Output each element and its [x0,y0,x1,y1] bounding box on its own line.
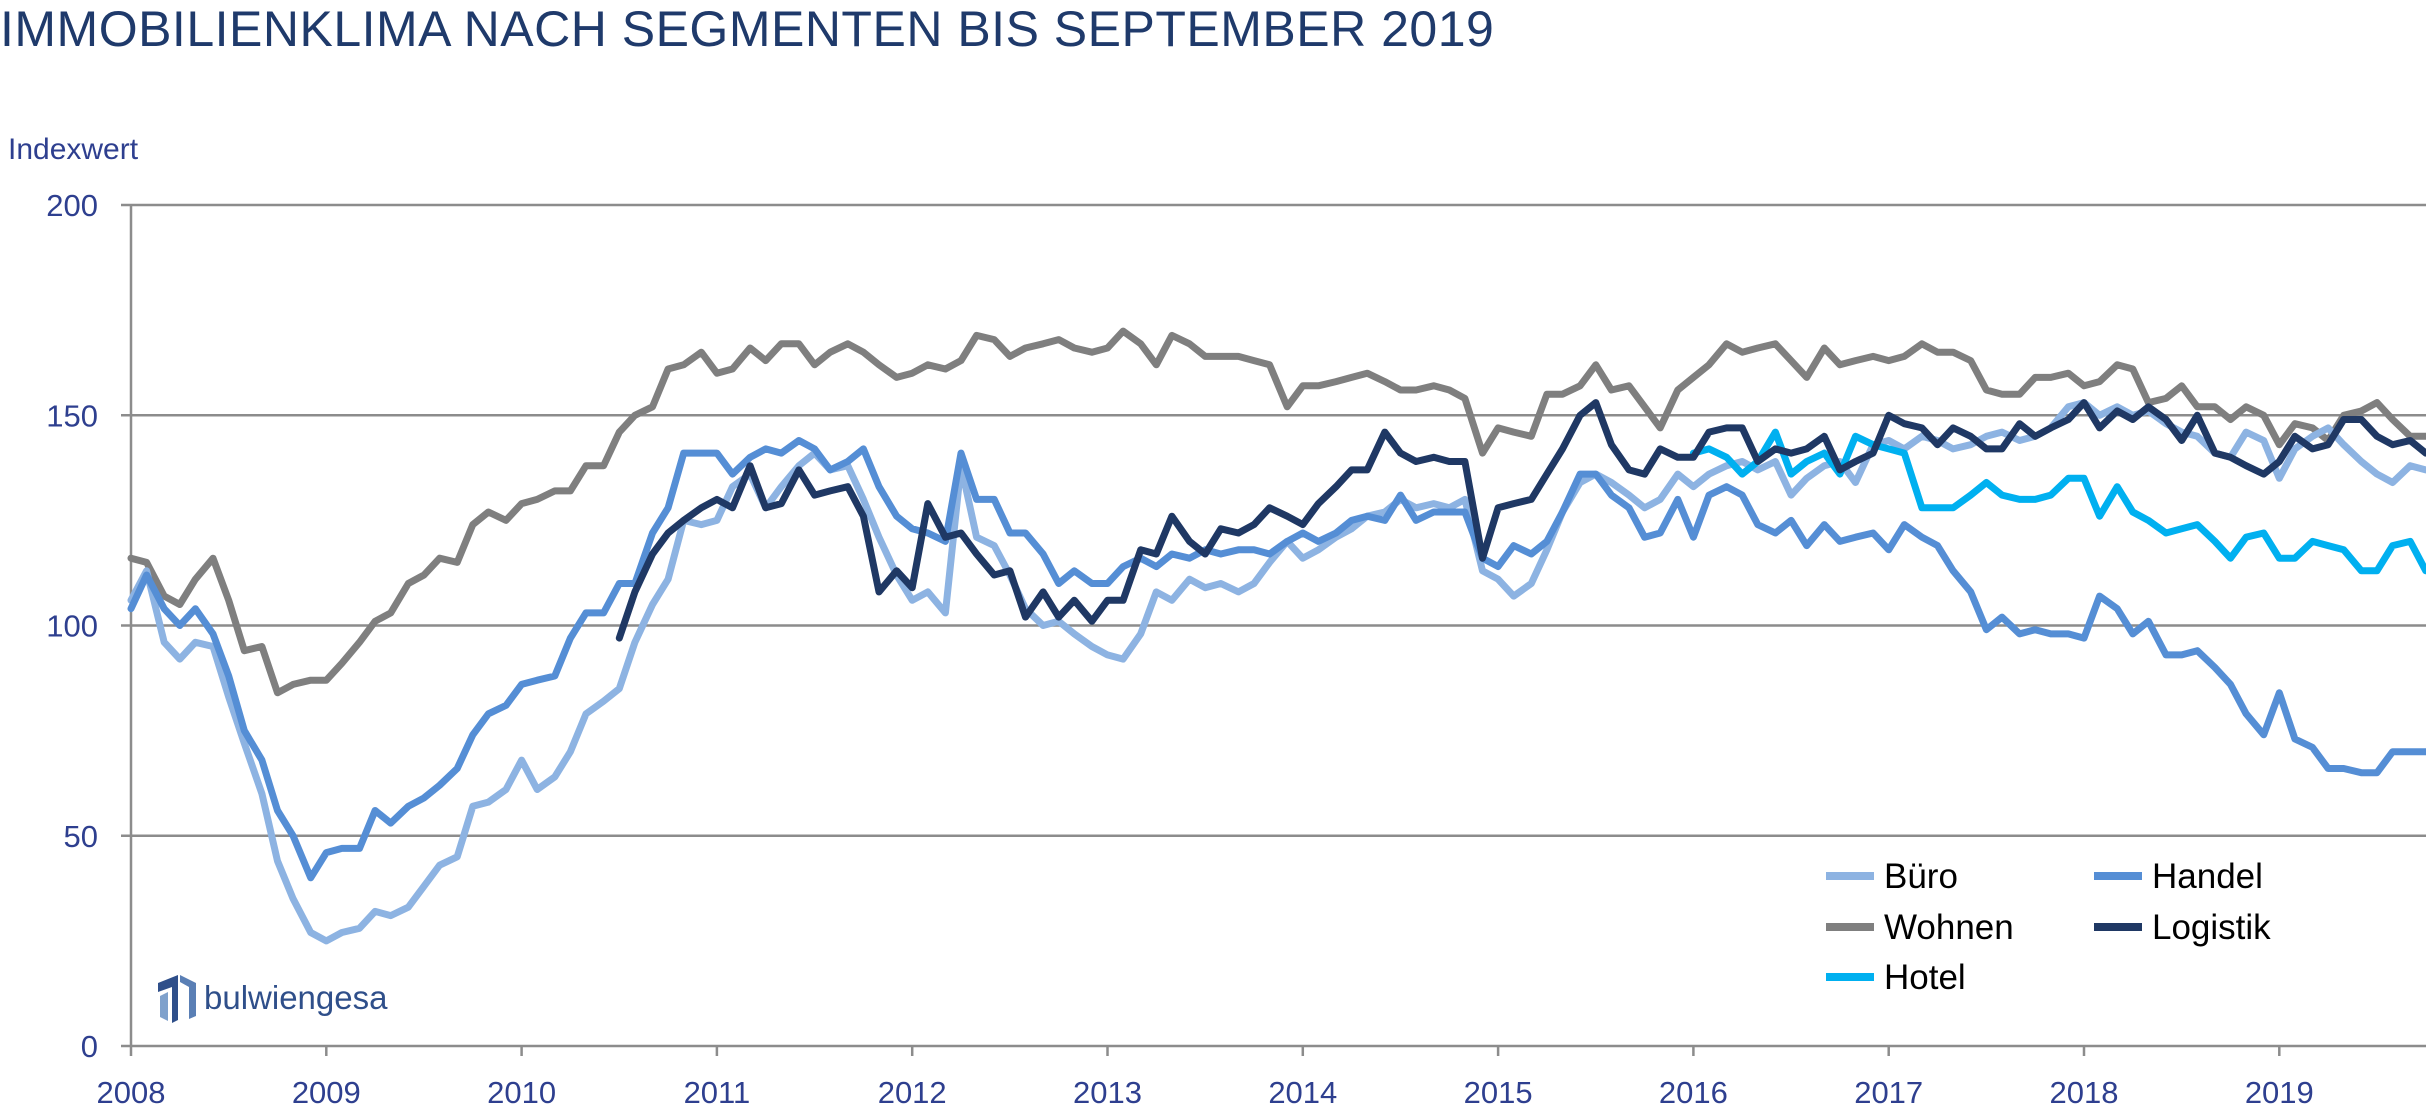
x-tick-label-2010: 2010 [487,1075,556,1108]
x-tick-label-2019: 2019 [2245,1075,2314,1108]
x-tick-label-2012: 2012 [878,1075,947,1108]
y-tick-label-50: 50 [64,819,98,854]
x-tick-label-2016: 2016 [1659,1075,1728,1108]
x-tick-label-2011: 2011 [684,1075,751,1108]
bulwiengesa-logo: bulwiengesa [158,975,388,1023]
x-tick-label-2008: 2008 [97,1075,166,1108]
series-line-logistik [615,399,2426,642]
x-tick-labels: 2008 2009 2010 2011 2012 2013 2014 2015 2016 2017… [97,1075,2314,1108]
series-line-handel [127,437,2426,882]
legend-label-buero: Büro [1884,857,1958,896]
x-tick-label-2015: 2015 [1464,1075,1533,1108]
y-tick-label-200: 200 [46,188,98,223]
axes [121,203,2426,1056]
chart-title: IMMOBILIENKLIMA NACH SEGMENTEN BIS SEPTE… [0,1,1495,57]
y-tick-labels: 0 50 100 150 200 [46,188,98,1064]
legend: Büro Handel Wohnen Logistik Hotel [1826,857,2271,997]
logo-text: bulwiengesa [204,979,388,1016]
bulwiengesa-logo-icon [158,975,196,1023]
x-tick-label-2009: 2009 [292,1075,361,1108]
y-tick-label-150: 150 [46,398,98,433]
x-tick-label-2013: 2013 [1073,1075,1142,1108]
legend-label-handel: Handel [2152,857,2263,896]
x-tick-label-2014: 2014 [1268,1075,1337,1108]
legend-label-hotel: Hotel [1884,958,1966,997]
y-tick-label-100: 100 [46,609,98,644]
legend-label-wohnen: Wohnen [1884,908,2014,947]
y-axis-label: Indexwert [8,133,139,166]
x-tick-label-2018: 2018 [2050,1075,2119,1108]
series-lines [127,327,2426,945]
legend-label-logistik: Logistik [2152,908,2271,947]
series-line-wohnen [127,327,2426,697]
y-tick-label-0: 0 [81,1029,98,1064]
x-tick-label-2017: 2017 [1854,1075,1923,1108]
series-line-buero [127,399,2426,945]
gridlines [131,203,2426,837]
series-line-hotel [1689,428,2426,575]
